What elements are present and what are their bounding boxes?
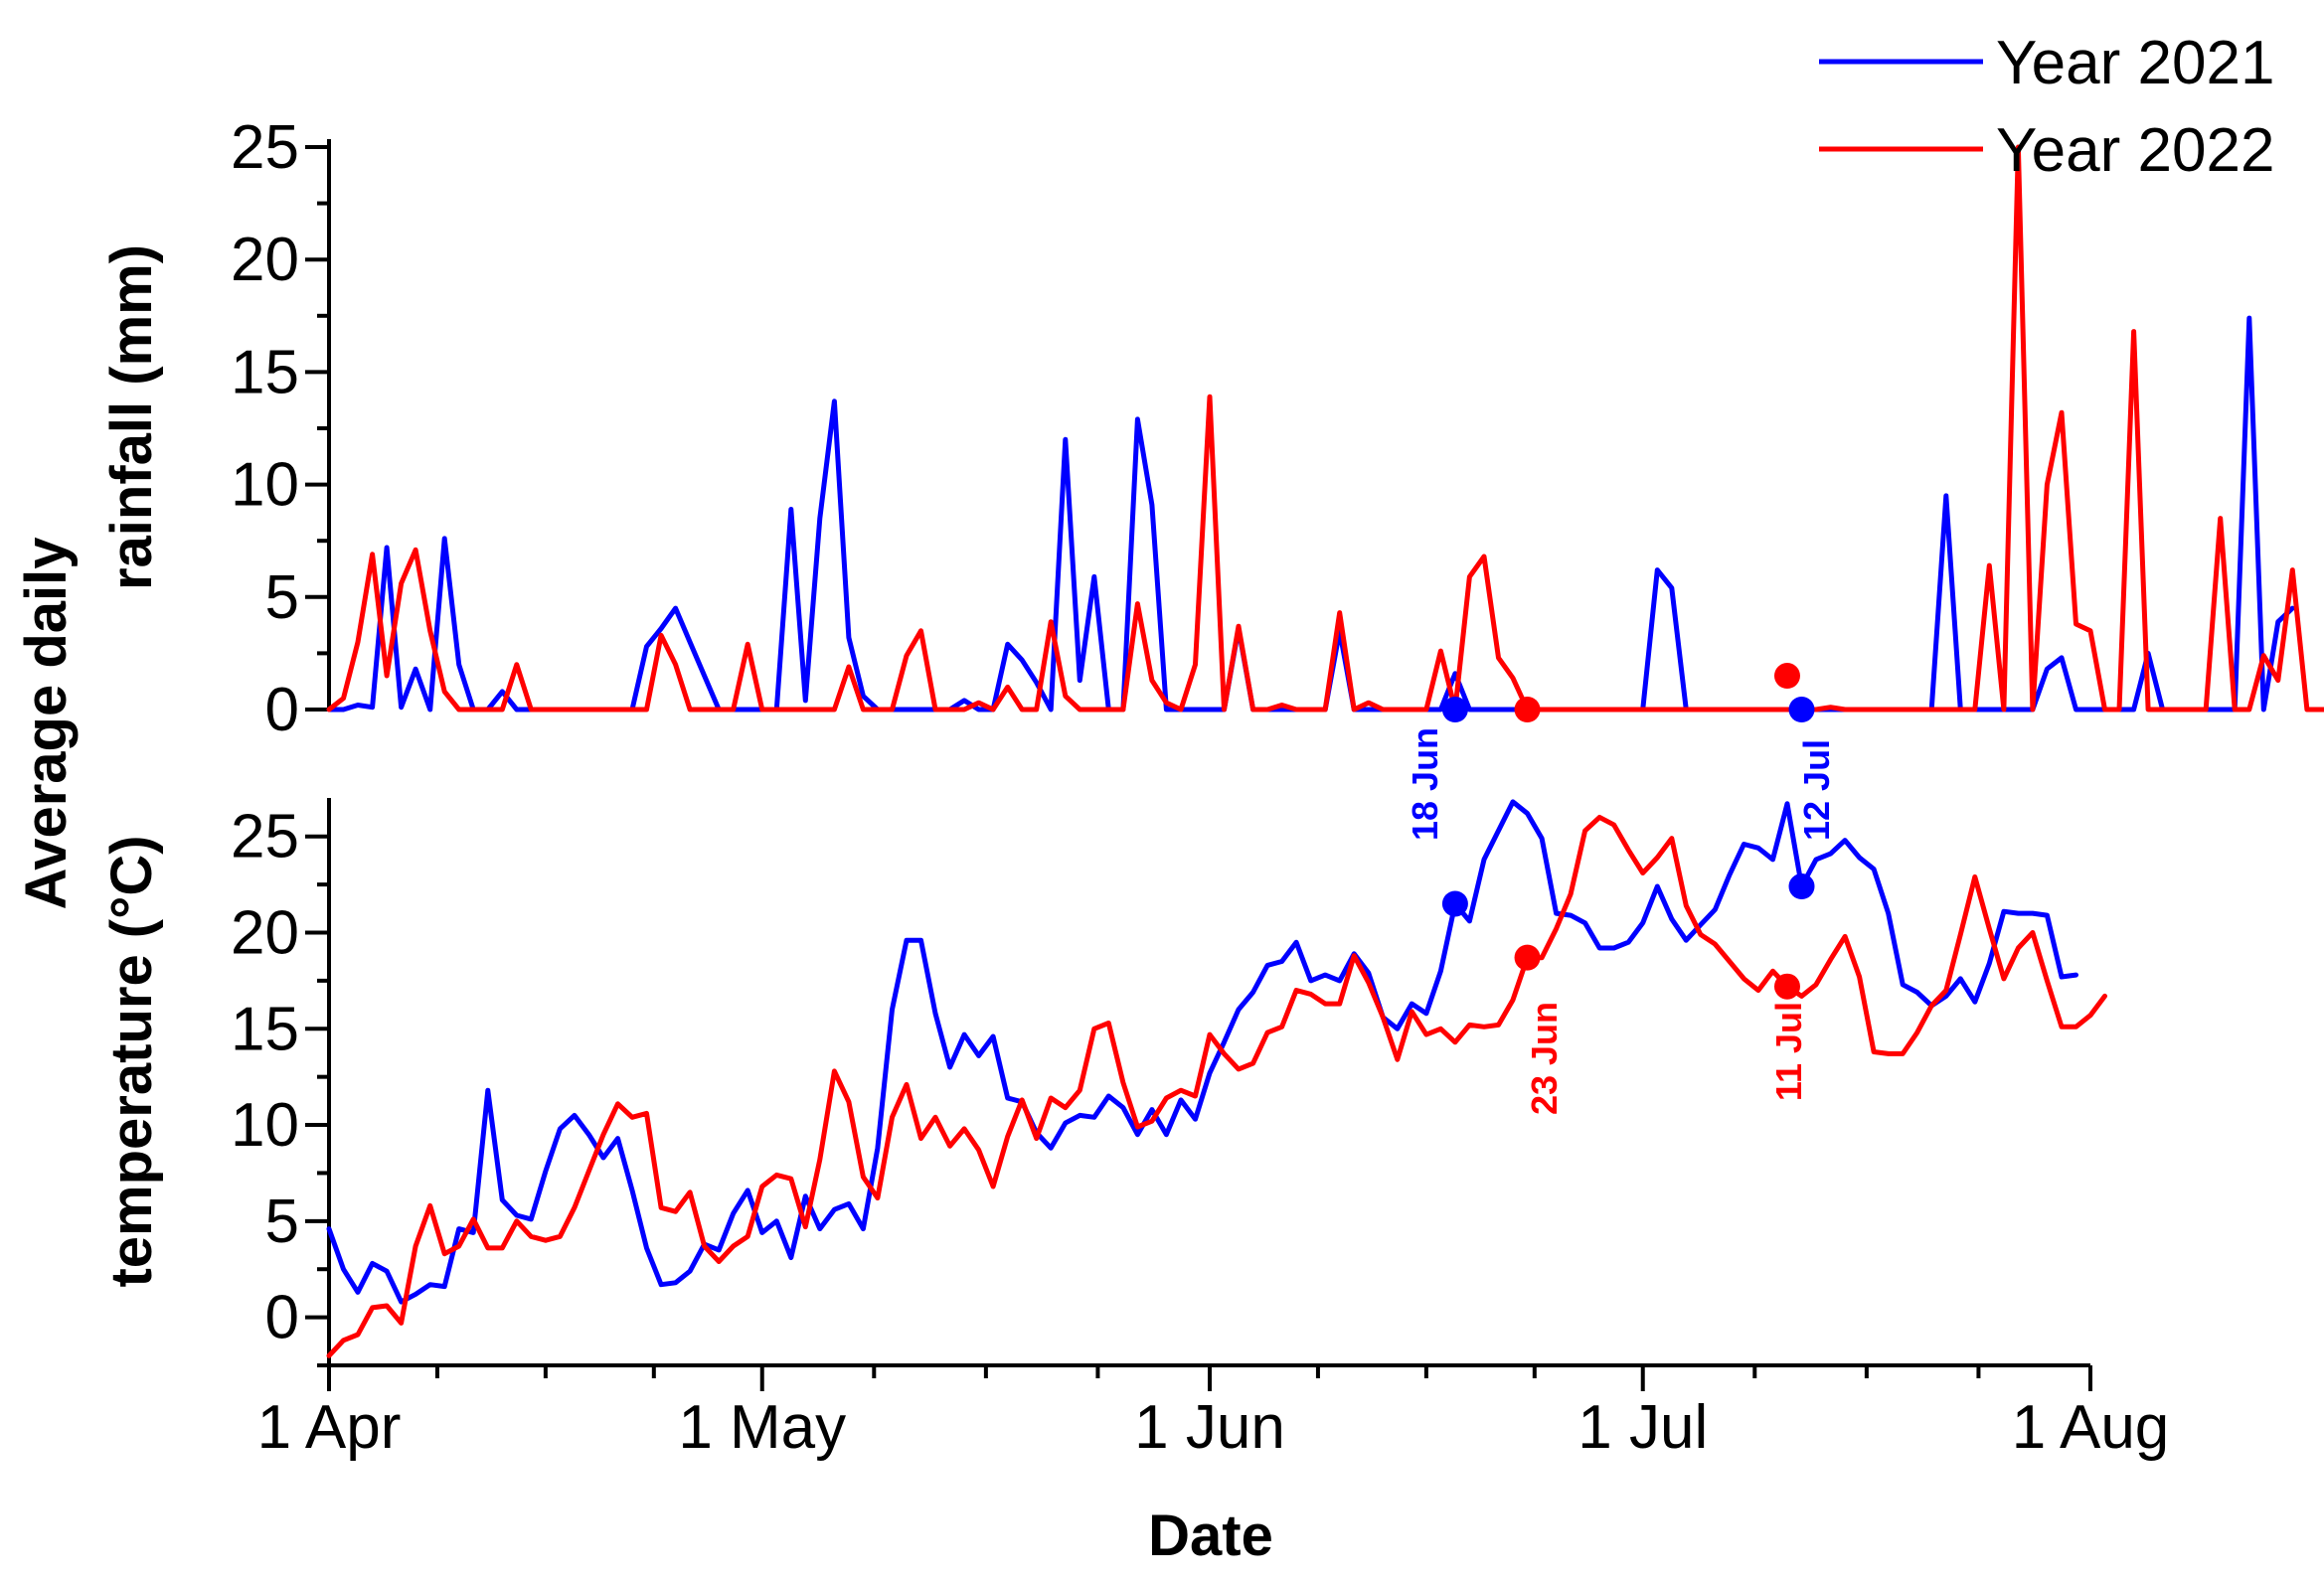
x-axis: 1 Apr 1 May 1 Jun 1 Jul 1 Aug [257,1363,2170,1462]
temperature-y-tick-label: 5 [265,1188,299,1256]
rainfall-marker-year-2021 [1441,697,1468,722]
y-axis-title-line-1: Average daily [14,537,79,909]
temperature-y-tick-label: 20 [231,898,299,967]
legend-label-2021: Year 2021 [1996,29,2274,97]
temperature-marker-year-2022 [1773,973,1800,1000]
annotation-12-jul: 12 Jul [1796,739,1837,841]
marker-layer [1441,663,1815,1000]
temperature-y-tick-label: 25 [231,803,299,871]
rainfall-y-tick-label: 20 [231,226,299,294]
annotation-23-jun: 23 Jun [1524,1002,1565,1115]
y-axis-title-rainfall: rainfall (mm) [99,244,164,590]
temperature-series-year-2022 [326,814,2107,1358]
x-tick-label-1-may: 1 May [678,1393,846,1462]
legend: Year 2021 Year 2022 [1819,29,2274,185]
x-tick-label-1-jun: 1 Jun [1134,1393,1285,1462]
annotation-11-jul: 11 Jul [1768,1002,1809,1101]
temperature-marker-year-2021 [1441,890,1468,917]
rainfall-panel: 0 5 10 15 20 25 [231,113,331,744]
temperature-y-tick-label: 0 [265,1284,299,1352]
x-tick-label-1-aug: 1 Aug [2012,1393,2170,1462]
temperature-series-year-2021 [326,799,2078,1305]
rainfall-marker-year-2022 [1514,697,1541,722]
y-axis-title-temperature: temperature (°C) [99,835,164,1287]
rainfall-y-tick-label: 25 [231,113,299,182]
rainfall-marker-year-2022 [1773,663,1800,690]
temperature-panel: 0 5 10 15 20 25 [231,798,331,1367]
annotation-18-jun: 18 Jun [1405,727,1445,841]
legend-label-2022: Year 2022 [1996,116,2274,185]
rainfall-y-tick-label: 10 [231,451,299,520]
temperature-y-tick-label: 10 [231,1091,299,1160]
x-tick-label-1-apr: 1 Apr [257,1393,402,1462]
temperature-y-tick-label: 15 [231,995,299,1063]
rainfall-y-tick-label: 0 [265,676,299,744]
series-layer [326,144,2324,1358]
rainfall-y-tick-label: 15 [231,338,299,406]
rainfall-series-year-2022 [326,144,2324,713]
rainfall-marker-year-2021 [1788,697,1815,722]
x-tick-label-1-jul: 1 Jul [1577,1393,1708,1462]
rainfall-y-tick-label: 5 [265,563,299,632]
x-axis-title: Date [1148,1504,1273,1568]
temperature-marker-year-2022 [1514,944,1541,971]
temperature-marker-year-2021 [1788,873,1815,900]
